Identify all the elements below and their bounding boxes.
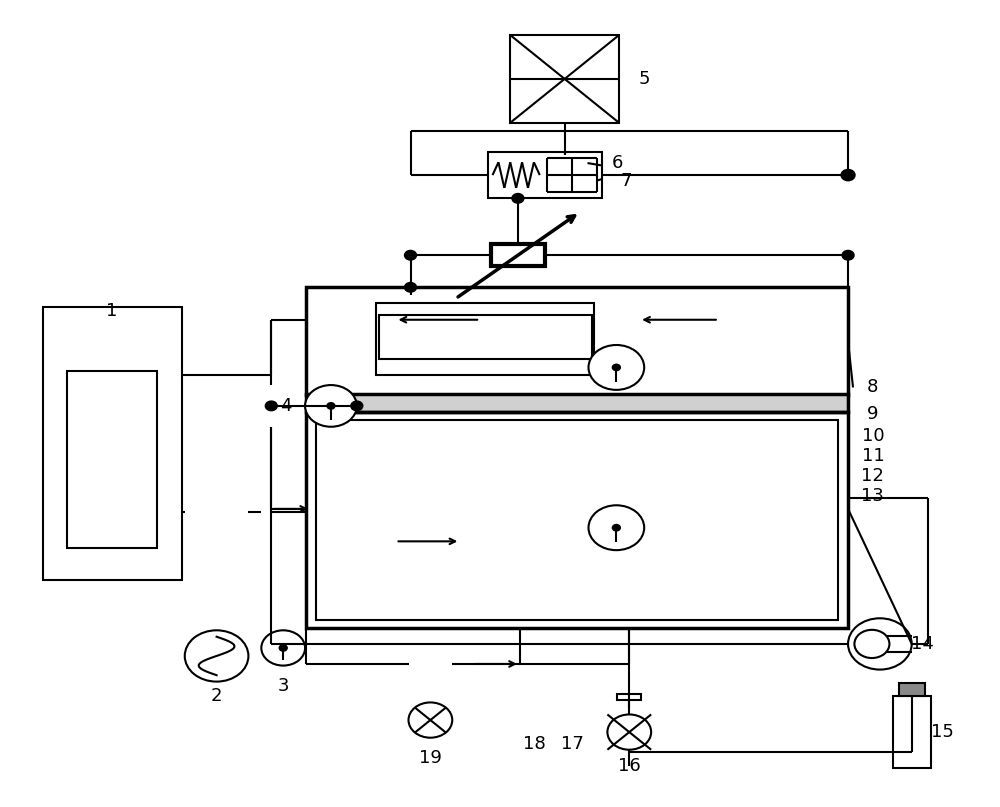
Text: 6: 6 bbox=[612, 154, 623, 172]
Circle shape bbox=[854, 629, 889, 658]
Text: 19: 19 bbox=[419, 749, 442, 767]
Circle shape bbox=[305, 385, 357, 427]
Circle shape bbox=[327, 403, 335, 409]
Text: 5: 5 bbox=[638, 70, 650, 88]
Text: 3: 3 bbox=[277, 676, 289, 695]
Text: 10: 10 bbox=[862, 427, 884, 445]
Text: 4: 4 bbox=[280, 397, 292, 415]
Circle shape bbox=[261, 630, 305, 666]
Circle shape bbox=[612, 525, 620, 531]
Text: 17: 17 bbox=[561, 735, 584, 753]
Circle shape bbox=[409, 702, 452, 738]
Text: 14: 14 bbox=[911, 635, 934, 653]
Bar bbox=[899, 684, 925, 696]
Circle shape bbox=[842, 250, 854, 260]
Bar bbox=[316, 420, 838, 620]
Circle shape bbox=[405, 250, 416, 260]
Text: 16: 16 bbox=[618, 757, 641, 775]
Circle shape bbox=[279, 645, 287, 651]
Circle shape bbox=[351, 401, 363, 411]
Bar bbox=[306, 287, 848, 395]
Text: 8: 8 bbox=[867, 378, 879, 396]
Bar bbox=[488, 152, 602, 199]
Text: 1: 1 bbox=[106, 303, 118, 320]
Circle shape bbox=[607, 714, 651, 750]
Circle shape bbox=[612, 364, 620, 370]
Text: 7: 7 bbox=[621, 172, 632, 190]
Circle shape bbox=[589, 345, 644, 390]
Bar bbox=[43, 307, 182, 579]
Text: 9: 9 bbox=[867, 405, 879, 423]
Circle shape bbox=[512, 194, 524, 203]
Bar bbox=[893, 696, 931, 768]
Circle shape bbox=[589, 505, 644, 550]
Bar bbox=[306, 412, 848, 628]
Text: 12: 12 bbox=[861, 466, 884, 485]
Bar bbox=[306, 394, 848, 412]
Bar bbox=[491, 244, 545, 266]
Bar bbox=[376, 303, 594, 375]
Circle shape bbox=[185, 630, 248, 682]
Bar bbox=[379, 316, 592, 359]
Text: 11: 11 bbox=[862, 446, 884, 465]
Circle shape bbox=[841, 169, 855, 181]
Text: 15: 15 bbox=[931, 723, 954, 741]
Bar bbox=[617, 694, 641, 700]
Bar bbox=[67, 371, 157, 548]
Circle shape bbox=[405, 282, 416, 292]
Text: 18: 18 bbox=[523, 735, 546, 753]
Circle shape bbox=[848, 618, 912, 670]
Text: 2: 2 bbox=[211, 687, 222, 705]
Text: 13: 13 bbox=[861, 487, 884, 504]
Bar bbox=[510, 35, 619, 123]
Circle shape bbox=[265, 401, 277, 411]
